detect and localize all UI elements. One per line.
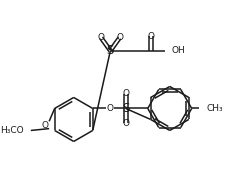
Text: O: O <box>107 104 114 113</box>
Text: O: O <box>42 121 49 130</box>
Text: O: O <box>122 89 129 98</box>
Text: OH: OH <box>172 46 185 55</box>
Text: O: O <box>147 31 154 41</box>
Text: H₃CO: H₃CO <box>0 126 23 135</box>
Text: S: S <box>122 102 129 115</box>
Text: CH₃: CH₃ <box>206 104 223 113</box>
Text: S: S <box>107 44 114 57</box>
Text: O: O <box>98 33 105 42</box>
Text: O: O <box>122 119 129 128</box>
Text: O: O <box>116 33 123 42</box>
